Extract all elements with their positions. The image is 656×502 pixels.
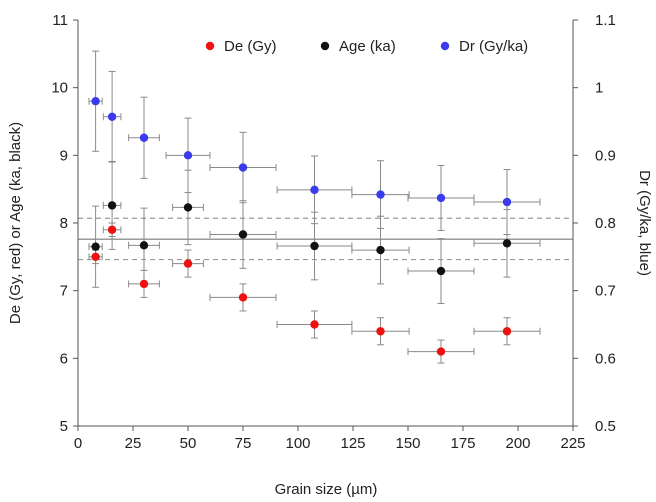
x-tick-label: 150: [395, 435, 420, 452]
age-legend-marker: [320, 41, 330, 51]
right-y-tick-label: 0.8: [595, 215, 616, 232]
dr-point: [139, 133, 149, 142]
age-point: [436, 266, 446, 276]
x-tick-label: 200: [505, 435, 530, 452]
legend: De (Gy) Age (ka) Dr (Gy/ka): [205, 38, 528, 55]
dr-point: [91, 97, 100, 106]
de-point: [238, 293, 248, 302]
right-y-tick-label: 0.5: [595, 418, 616, 435]
dr-point: [502, 197, 512, 207]
age-point: [183, 203, 193, 212]
x-tick-label: 50: [180, 435, 197, 452]
de-point: [183, 259, 193, 268]
x-tick-label: 175: [450, 435, 475, 452]
age-point: [107, 201, 117, 210]
age-point: [310, 241, 319, 251]
x-tick-label: 225: [560, 435, 585, 452]
dr-point: [107, 112, 117, 121]
de-point: [91, 252, 100, 262]
x-tick-label: 125: [340, 435, 365, 452]
dr-legend-label: Dr (Gy/ka): [459, 38, 528, 55]
right-y-tick-label: 1: [595, 80, 603, 97]
dr-point: [436, 193, 446, 203]
age-point: [139, 241, 149, 250]
de-error-bar: [172, 249, 204, 278]
de-point: [502, 327, 512, 336]
de-legend-marker: [205, 41, 215, 51]
x-tick-label: 25: [125, 435, 142, 452]
left-y-tick-label: 9: [60, 147, 68, 164]
right-y-tick-label: 0.6: [595, 350, 616, 367]
age-point: [376, 245, 385, 255]
x-tick-label: 100: [285, 435, 310, 452]
de-legend-label: De (Gy): [224, 38, 277, 55]
x-tick-label: 0: [74, 435, 82, 452]
right-y-tick-label: 0.9: [595, 147, 616, 164]
x-tick-label: 75: [235, 435, 252, 452]
reference-lines: [78, 217, 573, 261]
left-y-tick-label: 7: [60, 283, 68, 300]
dr-point: [310, 185, 319, 195]
age-point: [91, 242, 100, 251]
x-axis-title: Grain size (µm): [275, 481, 378, 498]
de-point: [436, 347, 446, 356]
age-point: [502, 239, 512, 248]
right-y-axis-title: Dr (Gy/ka, blue): [636, 170, 653, 276]
right-y-tick-label: 1.1: [595, 12, 616, 29]
data-points: [91, 97, 512, 356]
left-y-tick-label: 5: [60, 418, 68, 435]
left-y-tick-label: 6: [60, 350, 68, 367]
de-point: [376, 327, 385, 336]
left-y-tick-label: 8: [60, 215, 68, 232]
de-point: [139, 279, 149, 289]
right-y-tick-label: 0.7: [595, 283, 616, 300]
age-point: [238, 230, 248, 239]
de-point: [107, 225, 117, 234]
axes: [73, 19, 578, 431]
age-legend-label: Age (ka): [339, 38, 396, 55]
dr-point: [238, 163, 248, 172]
left-y-axis-title: De (Gy, red) or Age (ka, black): [7, 122, 24, 324]
dr-point: [183, 151, 193, 160]
tick-labels: 0 25 50 75 100 125 150 175 200 225 5 6 7 8 9 10 11 0.5 0.6…: [51, 12, 616, 452]
left-y-tick-label: 10: [51, 80, 68, 97]
dr-point: [376, 190, 385, 199]
de-point: [310, 320, 319, 329]
error-bars: [88, 50, 541, 364]
dr-legend-marker: [440, 41, 450, 51]
left-y-tick-label: 11: [52, 12, 68, 29]
